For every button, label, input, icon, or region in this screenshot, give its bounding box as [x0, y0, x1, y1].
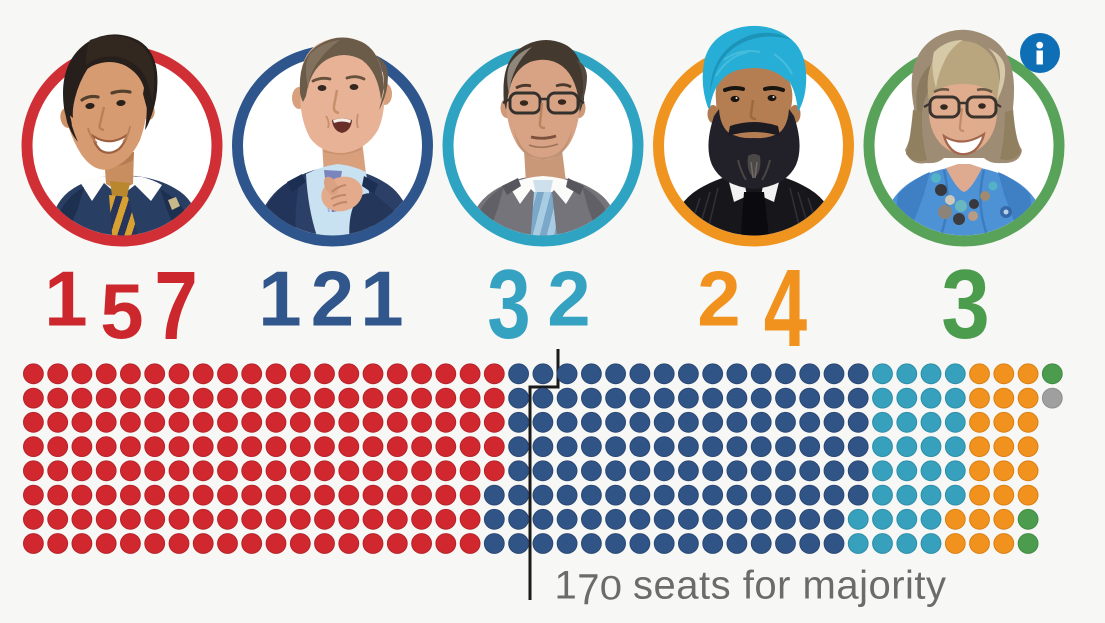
svg-text:1: 1 — [258, 255, 301, 343]
svg-text:2: 2 — [547, 255, 590, 343]
svg-text:4: 4 — [764, 247, 807, 371]
svg-text:1: 1 — [555, 564, 577, 608]
svg-text:3: 3 — [487, 249, 530, 359]
svg-text:3: 3 — [941, 249, 990, 359]
svg-text:seats for majority: seats for majority — [633, 564, 947, 608]
svg-text:2: 2 — [311, 255, 354, 343]
svg-text:2: 2 — [697, 255, 740, 343]
svg-text:5: 5 — [100, 267, 143, 355]
svg-text:0: 0 — [600, 568, 622, 607]
svg-text:1: 1 — [44, 255, 87, 343]
svg-text:1: 1 — [360, 255, 403, 343]
svg-text:7: 7 — [577, 565, 599, 614]
svg-text:7: 7 — [154, 251, 197, 360]
